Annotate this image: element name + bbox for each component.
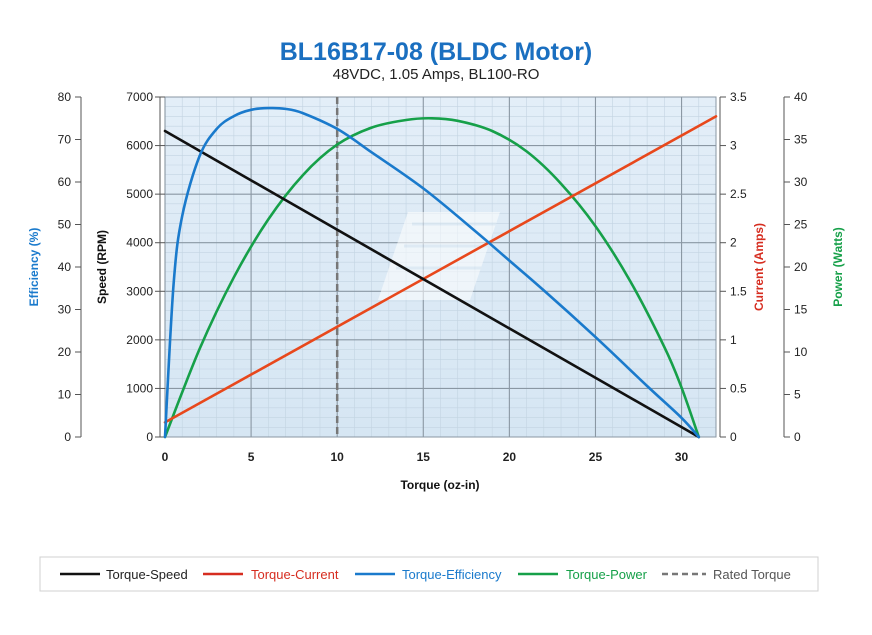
current-tick-label: 2 <box>730 236 737 250</box>
chart-subtitle: 48VDC, 1.05 Amps, BL100-RO <box>333 66 540 83</box>
x-tick-label: 15 <box>417 450 431 464</box>
right-axes: 0 0.5 1 1.5 2 2.5 3 3.5 0 5 10 15 20 25 30 35 40 <box>719 90 808 444</box>
current-tick-label: 0.5 <box>730 381 747 395</box>
major-grid <box>164 96 717 438</box>
x-tick-label: 10 <box>331 450 345 464</box>
power-tick-label: 15 <box>794 303 808 317</box>
power-tick-label: 30 <box>794 175 808 189</box>
power-tick-label: 20 <box>794 260 808 274</box>
efficiency-tick-label: 60 <box>58 175 72 189</box>
current-axis-label: Current (Amps) <box>752 223 766 311</box>
speed-tick-label: 7000 <box>126 90 153 104</box>
x-tick-label: 5 <box>248 450 255 464</box>
x-tick-label: 25 <box>589 450 603 464</box>
power-tick-label: 0 <box>794 430 801 444</box>
x-tick-label: 30 <box>675 450 689 464</box>
series-torque-current <box>163 115 718 424</box>
speed-axis-label: Speed (RPM) <box>95 230 109 304</box>
efficiency-tick-label: 10 <box>58 388 72 402</box>
legend-label-torque-efficiency: Torque-Efficiency <box>402 567 502 582</box>
watermark-logo <box>378 212 500 300</box>
efficiency-axis-label: Efficiency (%) <box>27 228 41 307</box>
current-tick-label: 1 <box>730 333 737 347</box>
current-tick-label: 3 <box>730 139 737 153</box>
left-axes: 0 10 20 30 40 50 60 70 80 0 1000 2000 3000 4000 5000 60… <box>58 90 165 444</box>
efficiency-tick-label: 20 <box>58 345 72 359</box>
legend-label-torque-current: Torque-Current <box>251 567 339 582</box>
speed-tick-label: 0 <box>146 430 153 444</box>
efficiency-tick-label: 80 <box>58 90 72 104</box>
chart-title: BL16B17-08 (BLDC Motor) <box>280 38 593 66</box>
speed-tick-label: 5000 <box>126 187 153 201</box>
series-group <box>163 97 718 439</box>
efficiency-tick-label: 40 <box>58 260 72 274</box>
legend-label-torque-power: Torque-Power <box>566 567 648 582</box>
speed-tick-label: 2000 <box>126 333 153 347</box>
current-tick-label: 2.5 <box>730 187 747 201</box>
legend-box <box>39 556 819 592</box>
efficiency-tick-label: 30 <box>58 303 72 317</box>
series-torque-efficiency <box>163 106 701 439</box>
x-axis: 0 5 10 15 20 25 30 <box>162 450 689 464</box>
legend: Torque-Speed Torque-Current Torque-Effic… <box>39 556 819 592</box>
speed-tick-label: 4000 <box>126 236 153 250</box>
power-tick-label: 5 <box>794 388 801 402</box>
minor-grid <box>165 97 717 437</box>
x-tick-label: 20 <box>503 450 517 464</box>
legend-label-torque-speed: Torque-Speed <box>106 567 188 582</box>
x-tick-label: 0 <box>162 450 169 464</box>
power-tick-label: 35 <box>794 133 808 147</box>
power-tick-label: 25 <box>794 218 808 232</box>
speed-tick-label: 1000 <box>126 381 153 395</box>
power-tick-label: 10 <box>794 345 808 359</box>
power-axis-label: Power (Watts) <box>831 227 845 307</box>
current-tick-label: 3.5 <box>730 90 747 104</box>
current-tick-label: 1.5 <box>730 284 747 298</box>
efficiency-tick-label: 50 <box>58 218 72 232</box>
power-tick-label: 40 <box>794 90 808 104</box>
legend-label-rated-torque: Rated Torque <box>713 567 791 582</box>
current-tick-label: 0 <box>730 430 737 444</box>
x-axis-label: Torque (oz-in) <box>400 478 479 492</box>
efficiency-tick-label: 70 <box>58 133 72 147</box>
speed-tick-label: 3000 <box>126 284 153 298</box>
speed-tick-label: 6000 <box>126 139 153 153</box>
efficiency-tick-label: 0 <box>64 430 71 444</box>
series-torque-power <box>163 116 701 439</box>
series-torque-speed <box>163 129 701 439</box>
plot-border <box>164 96 717 438</box>
